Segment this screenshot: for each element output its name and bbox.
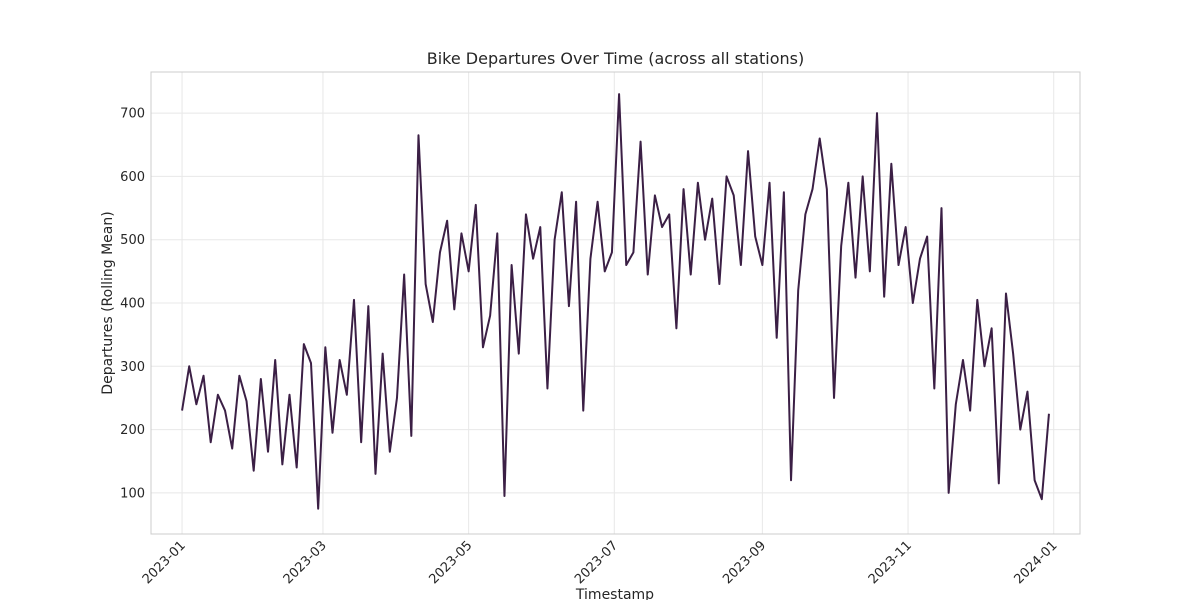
chart-title: Bike Departures Over Time (across all st… [427, 49, 805, 68]
plot-frame [150, 71, 1081, 535]
y-tick-label: 600 [120, 170, 145, 185]
y-tick-label: 500 [120, 233, 145, 248]
y-tick-label: 700 [120, 107, 145, 122]
y-tick-label: 100 [120, 486, 145, 501]
series-line [181, 93, 1050, 510]
y-tick-label: 300 [120, 360, 145, 375]
y-tick-label: 200 [120, 423, 145, 438]
y-axis-label: Departures (Rolling Mean) [100, 211, 116, 394]
y-tick-label: 400 [120, 297, 145, 312]
x-axis-label: Timestamp [575, 587, 654, 600]
